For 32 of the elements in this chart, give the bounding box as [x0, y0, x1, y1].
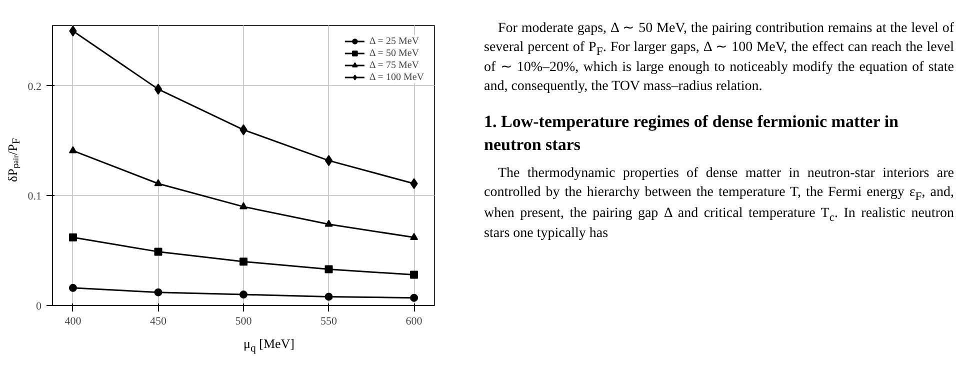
point — [410, 232, 418, 240]
y-tick-label: 0 — [36, 300, 42, 312]
point — [410, 270, 418, 279]
y-tick-label: 0.2 — [28, 80, 42, 93]
legend-label: Δ = 100 MeV — [369, 72, 424, 82]
x-tick-label: 450 — [150, 316, 167, 328]
point — [324, 220, 333, 227]
point — [240, 290, 248, 299]
x-tick-label: 500 — [235, 316, 252, 328]
point — [410, 294, 418, 302]
x-tick-label: 600 — [406, 316, 423, 328]
legend-label: Δ = 50 MeV — [369, 48, 419, 58]
x-tick-label: 400 — [64, 316, 82, 328]
point — [69, 26, 77, 36]
point — [154, 179, 162, 186]
point — [68, 146, 77, 154]
xlabel: μ$_{q}$ [MeV] — [242, 335, 296, 357]
point — [324, 155, 333, 166]
legend-label: Δ = 25 MeV — [369, 36, 419, 46]
point — [68, 233, 77, 242]
point — [324, 265, 333, 274]
y-tick-label: 0.1 — [28, 190, 42, 203]
point — [68, 284, 77, 292]
legend-label: Δ = 75 MeV — [369, 60, 419, 70]
point — [154, 84, 162, 95]
x-tick-label: 550 — [320, 316, 338, 328]
point — [154, 288, 162, 296]
point — [240, 258, 248, 266]
text: For moderate gaps, Δ ∼ 50 MeV, the pairing contribution remains at the level of several percent of P$_{F}$. For larger gaps, Δ ∼ 100 MeV, the effect can reach the level of ∼ 10%–20%, which is large enough to noticeably modify the equation of state and, consequently, the TOV mass–radius relation. 1. Low-temperature regimes of dense fermionic matter in neutron stars The thermodynamic properties of dense matter in neutron-star interiors are controlled by the hierarchy between the temperature T, the Fermi energy ε$_{F}$, and, when present, the pairing gap Δ and critical temperature T$_{c}$. In realistic neutron stars one typically has — [484, 20, 954, 244]
point — [154, 248, 162, 256]
point — [324, 292, 333, 301]
point — [240, 202, 248, 210]
